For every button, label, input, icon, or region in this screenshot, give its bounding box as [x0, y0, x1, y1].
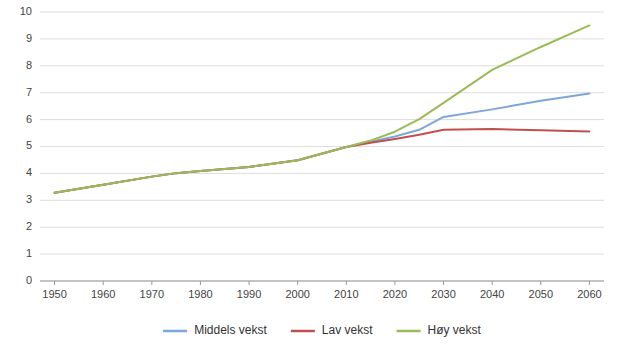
x-tick-label: 1960	[91, 288, 115, 300]
grid-line	[40, 65, 604, 66]
x-tick-label: 1950	[42, 288, 66, 300]
series-lines	[55, 25, 590, 192]
x-axis: 1950 1960 1970 1980 1990 2000 2010 2020 2030 2040…	[40, 281, 604, 300]
y-tick-label: 0	[26, 274, 32, 286]
y-tick-label: 1	[26, 247, 32, 259]
y-tick-label: 9	[26, 32, 32, 44]
y-tick-label: 6	[26, 113, 32, 125]
x-tick	[151, 281, 152, 285]
series-line	[55, 94, 590, 193]
x-tick-label: 2030	[431, 288, 455, 300]
series-line	[55, 25, 590, 192]
x-tick-label: 2040	[480, 288, 504, 300]
grid-line	[40, 12, 604, 13]
x-tick	[394, 281, 395, 285]
x-tick	[249, 281, 250, 285]
x-tick	[589, 281, 590, 285]
legend-swatch	[291, 330, 315, 333]
y-tick-label: 5	[26, 139, 32, 151]
series-line	[55, 129, 590, 193]
x-tick	[346, 281, 347, 285]
x-tick	[297, 281, 298, 285]
chart-container: 0 1 2 3 4 5 6 7 8 9 10 1950 1960 1970 1980 1990 2000 2010…	[0, 0, 620, 353]
grid-line	[40, 92, 604, 93]
x-tick	[443, 281, 444, 285]
legend-label: Lav vekst	[322, 323, 373, 337]
x-tick-label: 2050	[529, 288, 553, 300]
x-tick-label: 2060	[577, 288, 601, 300]
x-tick	[540, 281, 541, 285]
x-tick-label: 1980	[188, 288, 212, 300]
grid-line	[40, 119, 604, 120]
grid-line	[40, 200, 604, 201]
legend-item: Høy vekst	[397, 323, 482, 337]
y-tick-label: 8	[26, 59, 32, 71]
x-tick	[103, 281, 104, 285]
x-tick-label: 1970	[140, 288, 164, 300]
y-axis: 0 1 2 3 4 5 6 7 8 9 10	[20, 5, 32, 286]
y-tick-label: 4	[26, 166, 32, 178]
legend-swatch	[397, 330, 421, 333]
y-tick-label: 2	[26, 220, 32, 232]
x-tick-label: 2000	[285, 288, 309, 300]
y-tick-label: 7	[26, 86, 32, 98]
legend-label: Høy vekst	[428, 323, 482, 337]
x-tick-label: 1990	[237, 288, 261, 300]
grid-line	[40, 281, 604, 282]
legend-label: Middels vekst	[194, 323, 267, 337]
grid-line	[40, 173, 604, 174]
legend: Middels vekst Lav vekst Høy vekst	[163, 323, 481, 337]
grid-line	[40, 146, 604, 147]
x-tick-label: 2010	[334, 288, 358, 300]
legend-item: Lav vekst	[291, 323, 373, 337]
x-tick-label: 2020	[383, 288, 407, 300]
grid-line	[40, 254, 604, 255]
x-tick	[54, 281, 55, 285]
grid-line	[40, 38, 604, 39]
grid-line	[40, 227, 604, 228]
y-grid	[40, 12, 604, 281]
x-tick	[492, 281, 493, 285]
x-tick	[200, 281, 201, 285]
y-tick-label: 10	[20, 5, 32, 17]
legend-item: Middels vekst	[163, 323, 267, 337]
chart: 0 1 2 3 4 5 6 7 8 9 10 1950 1960 1970 1980 1990 2000 2010…	[0, 0, 620, 353]
legend-swatch	[163, 330, 187, 333]
y-tick-label: 3	[26, 193, 32, 205]
x-axis-line	[40, 281, 604, 282]
